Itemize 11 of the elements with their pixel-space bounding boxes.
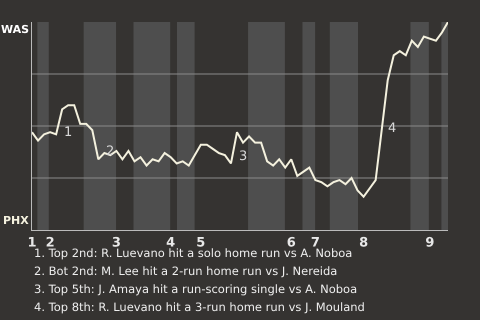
text: WAS [1,23,30,36]
x-tick-label: 1 [27,236,37,251]
annotation: 4 [388,121,396,136]
text: 2. Bot 2nd: M. Lee hit a 2-run home run vs J. Nereida [34,264,338,278]
annotation: 1 [64,125,72,140]
x-tick-label: 9 [425,236,434,251]
text: PHX [3,214,30,227]
annotation: 3 [239,149,248,164]
text: 4. Top 8th: R. Luevano hit a 3-run home run vs J. Mouland [34,300,365,314]
x-tick-label: 8 [359,236,368,251]
text: 3. Top 5th: J. Amaya hit a run-scoring single vs A. Noboa [34,282,358,296]
